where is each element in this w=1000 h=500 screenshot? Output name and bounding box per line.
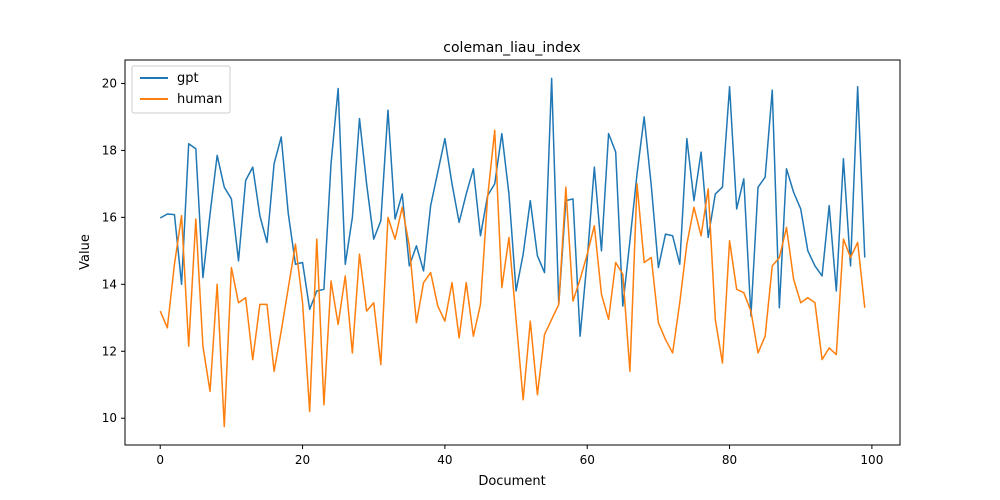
legend-human-label: human bbox=[177, 92, 222, 107]
series-gpt-line bbox=[159, 77, 866, 337]
y-axis-ticks: 10 12 14 16 18 20 bbox=[102, 76, 125, 425]
x-axis-label: Document bbox=[478, 474, 545, 489]
x-tick-label: 40 bbox=[437, 453, 452, 467]
x-tick-label: 0 bbox=[156, 453, 164, 467]
y-tick-label: 12 bbox=[102, 344, 117, 358]
legend-gpt-label: gpt bbox=[177, 71, 199, 86]
y-tick-label: 14 bbox=[102, 277, 117, 291]
y-tick-label: 18 bbox=[102, 143, 117, 157]
plot-lines bbox=[159, 77, 866, 428]
chart-title: coleman_liau_index bbox=[443, 40, 580, 56]
y-tick-label: 10 bbox=[102, 411, 117, 425]
x-tick-label: 20 bbox=[295, 453, 310, 467]
series-human-line bbox=[159, 129, 866, 428]
legend: gpt human bbox=[131, 65, 231, 114]
plot-frame bbox=[124, 59, 901, 446]
x-tick-label: 80 bbox=[722, 453, 737, 467]
x-tick-label: 100 bbox=[860, 453, 883, 467]
x-axis-ticks: 0 20 40 60 80 100 bbox=[156, 445, 883, 467]
y-axis-label: Value bbox=[78, 234, 93, 270]
y-tick-label: 20 bbox=[102, 76, 117, 90]
y-tick-label: 16 bbox=[102, 210, 117, 224]
x-tick-label: 60 bbox=[580, 453, 595, 467]
